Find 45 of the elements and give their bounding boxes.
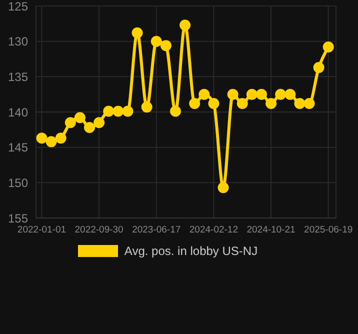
point: [198, 88, 210, 100]
y-tick-label: 130: [8, 34, 28, 49]
point: [112, 106, 124, 117]
point: [246, 88, 258, 100]
point: [141, 102, 152, 113]
point: [236, 98, 248, 110]
x-tick-label: 2023-06-17: [132, 224, 181, 236]
y-tick-label: 135: [8, 70, 28, 84]
point: [122, 106, 134, 117]
point: [132, 27, 143, 38]
y-tick-label: 125: [8, 0, 28, 14]
point: [74, 112, 86, 124]
point: [189, 98, 200, 110]
point: [55, 132, 66, 144]
point: [313, 62, 324, 73]
point: [284, 88, 296, 100]
y-tick-label: 140: [8, 105, 28, 120]
point: [180, 20, 191, 31]
point: [208, 98, 220, 110]
point: [103, 106, 114, 117]
point: [266, 98, 277, 110]
x-tick-label: 2022-09-30: [74, 224, 124, 236]
point: [256, 88, 267, 100]
point: [84, 122, 96, 134]
x-tick-label: 2022-01-01: [17, 224, 66, 236]
point: [94, 117, 105, 128]
point: [36, 132, 48, 144]
y-tick-label: 150: [8, 176, 28, 190]
point: [218, 182, 229, 194]
x-tick-label: 2025-06-19: [304, 224, 353, 236]
legend-label: Avg. pos. in lobby US-NJ: [124, 244, 258, 258]
point: [150, 36, 162, 47]
point: [227, 88, 238, 100]
point: [322, 41, 334, 52]
point: [170, 106, 181, 117]
point: [64, 117, 76, 128]
point: [275, 88, 286, 100]
x-tick-label: 2024-02-12: [189, 224, 238, 236]
point: [294, 98, 306, 110]
x-tick-label: 2024-10-21: [246, 224, 296, 236]
point: [304, 98, 315, 110]
y-tick-label: 145: [8, 140, 28, 155]
y-tick-label: 155: [8, 211, 28, 226]
point: [46, 136, 57, 148]
point: [160, 40, 172, 52]
